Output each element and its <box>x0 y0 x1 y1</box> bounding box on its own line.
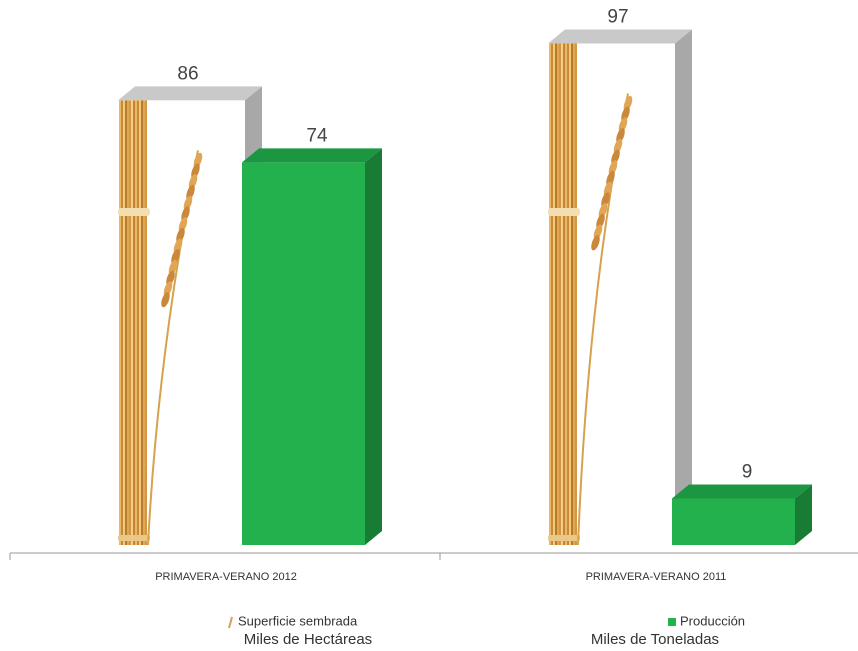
wheat-grain <box>603 181 613 197</box>
bar <box>242 162 365 546</box>
x-tick-label: PRIMAVERA-VERANO 2011 <box>586 571 727 583</box>
wheat-grain <box>173 238 183 254</box>
legend-unit: Miles de Toneladas <box>591 631 719 648</box>
legend-label: Superficie sembrada <box>238 613 358 628</box>
wheat-grain <box>166 270 175 286</box>
bar-side <box>675 29 692 545</box>
bar-side <box>365 148 382 546</box>
data-label: 74 <box>306 125 328 146</box>
legend-marker <box>668 618 676 626</box>
wheat-grain <box>616 128 625 144</box>
data-label: 86 <box>177 63 198 84</box>
wheat-grain <box>623 95 633 112</box>
wheat-grain <box>161 292 170 308</box>
bar-top <box>548 29 692 44</box>
wheat-grain <box>611 149 620 165</box>
wheat-grain <box>168 259 178 276</box>
legend-label: Producción <box>680 613 745 628</box>
wheat-grain <box>618 117 628 133</box>
straw-tie <box>118 208 150 216</box>
wheat-grain <box>598 203 608 219</box>
wheat-grain <box>193 152 203 168</box>
bar-top <box>672 484 812 499</box>
legend-unit: Miles de Hectáreas <box>244 631 372 648</box>
x-tick-label: PRIMAVERA-VERANO 2012 <box>155 571 297 583</box>
straw-tie <box>118 535 150 541</box>
wheat-grain <box>608 160 618 176</box>
wheat-grain <box>593 224 603 240</box>
straw-tie <box>548 208 580 216</box>
wheat-grain <box>181 206 190 222</box>
wheat-grain <box>183 195 193 211</box>
wheat-grain <box>613 138 623 154</box>
wheat-grain <box>163 281 173 297</box>
bar-top <box>242 148 382 163</box>
wheat-grain <box>178 217 188 233</box>
wheat-grain <box>171 249 180 265</box>
straw-tie <box>548 535 580 541</box>
wheat-grain <box>591 235 600 251</box>
wheat-grain <box>606 170 615 187</box>
bar-side <box>795 484 812 545</box>
legend-marker <box>228 616 233 629</box>
wheat-grain <box>176 227 185 243</box>
wheat-grain <box>601 192 610 208</box>
wheat-grain <box>621 106 630 122</box>
data-label: 9 <box>742 461 753 482</box>
wheat-grain <box>191 163 200 179</box>
wheat-grain <box>186 184 195 201</box>
wheat-grain <box>596 213 605 229</box>
bar-top <box>118 86 262 101</box>
data-label: 97 <box>607 7 628 28</box>
wheat-grain <box>188 174 198 190</box>
bar <box>672 498 795 545</box>
